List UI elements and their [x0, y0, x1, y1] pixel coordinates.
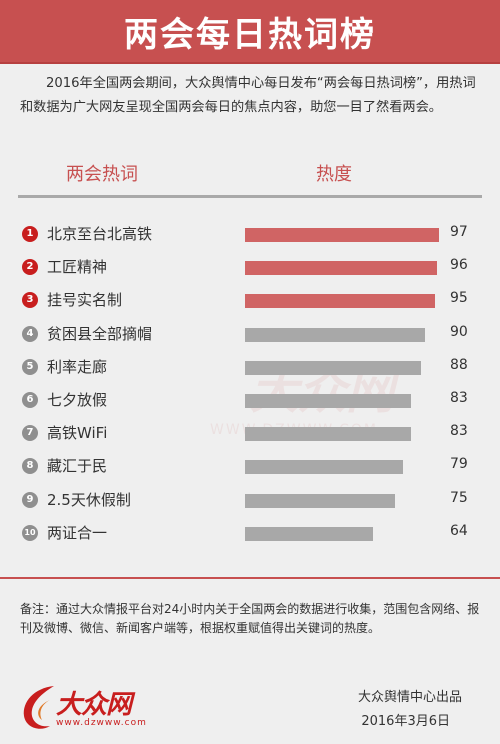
chart-row: 6 七夕放假 83	[0, 385, 500, 417]
publish-date: 2016年3月6日	[361, 714, 450, 729]
rank-badge: 9	[22, 491, 38, 508]
page-title: 两会每日热词榜	[124, 14, 376, 55]
rank-badge: 8	[22, 458, 38, 475]
rank-badge: 2	[22, 259, 38, 276]
rank-badge: 6	[22, 392, 38, 408]
dzwww-logo: 大众网 www.dzwww.com	[20, 678, 150, 738]
rank-badge: 3	[22, 292, 38, 309]
footnote: 备注：通过大众情报平台对24小时内关于全国两会的数据进行收集，范围包含网络、报刊…	[20, 602, 480, 635]
category-label: 贫困县全部摘帽	[47, 324, 153, 343]
heat-value-label: 83	[450, 423, 468, 440]
category-label: 工匠精神	[47, 258, 108, 277]
chart-row: 1 北京至台北高铁 97	[0, 219, 500, 251]
heat-value-label: 83	[450, 390, 468, 406]
category-label: 高铁WiFi	[47, 424, 108, 443]
heat-bar	[245, 526, 373, 541]
column-header-term: 两会热词	[66, 164, 138, 185]
chart-row: 9 2.5天休假制 75	[0, 485, 500, 517]
heat-bar	[245, 327, 425, 342]
rank-badge: 1	[22, 226, 38, 242]
chart-row: 2 工匠精神 96	[0, 252, 500, 284]
heat-value-label: 90	[450, 323, 468, 340]
chart-row: 3 挂号实名制 95	[0, 285, 500, 317]
header-divider	[0, 62, 500, 64]
heat-value-label: 75	[450, 489, 468, 506]
chart-row: 4 贫困县全部摘帽 90	[0, 319, 500, 351]
intro-text: 2016年全国两会期间，大众舆情中心每日发布“两会每日热词榜”，用热词和数据为广…	[20, 76, 476, 115]
column-headers: 两会热词 热度	[0, 160, 500, 194]
rank-badge: 10	[22, 524, 38, 541]
rank-badge: 4	[22, 325, 38, 342]
category-label: 2.5天休假制	[47, 490, 131, 509]
category-label: 北京至台北高铁	[47, 225, 153, 243]
rank-badge: 7	[22, 425, 38, 442]
logo-text: 大众网	[56, 690, 132, 720]
heat-bar	[245, 360, 421, 375]
column-header-heat: 热度	[316, 164, 352, 185]
heat-value-label: 95	[450, 290, 468, 307]
heat-bar	[245, 394, 411, 408]
category-label: 利率走廊	[47, 357, 108, 376]
logo-url: www.dzwww.com	[56, 718, 147, 728]
heat-bar	[245, 228, 439, 242]
heat-bar	[245, 261, 437, 276]
category-label: 两证合一	[47, 523, 108, 542]
footer-divider	[0, 577, 500, 579]
column-header-rule	[18, 195, 482, 198]
heat-bar	[245, 460, 403, 475]
rank-badge: 5	[22, 358, 38, 375]
chart-row: 8 藏汇于民 79	[0, 451, 500, 483]
publisher-label: 大众舆情中心出品	[357, 690, 462, 705]
heat-value-label: 64	[450, 522, 468, 539]
category-label: 藏汇于民	[47, 457, 108, 476]
heat-bar	[245, 294, 435, 309]
category-label: 七夕放假	[47, 391, 108, 409]
category-label: 挂号实名制	[47, 291, 123, 310]
heat-bar	[245, 493, 395, 508]
heat-value-label: 96	[450, 257, 468, 274]
heat-value-label: 97	[450, 224, 468, 240]
chart-row: 10 两证合一 64	[0, 518, 500, 550]
heat-value-label: 79	[450, 456, 468, 473]
chart-row: 7 高铁WiFi 83	[0, 418, 500, 450]
header-banner: 两会每日热词榜	[0, 0, 500, 62]
heat-value-label: 88	[450, 356, 468, 373]
logo-swirl-icon	[23, 686, 54, 729]
chart-row: 5 利率走廊 88	[0, 352, 500, 384]
heat-bar	[245, 427, 411, 442]
